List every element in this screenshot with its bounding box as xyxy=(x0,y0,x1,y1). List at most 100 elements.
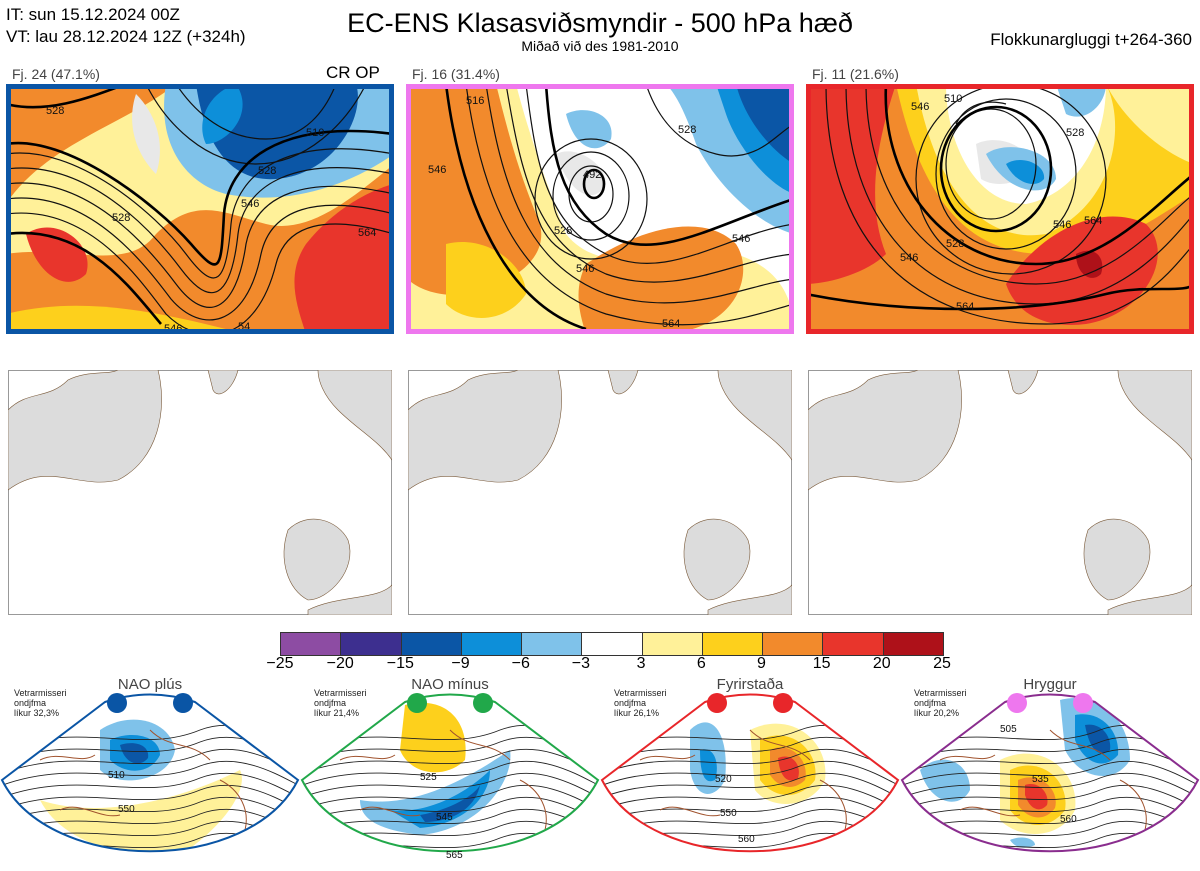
colorbar-tick-label: −9 xyxy=(451,655,470,672)
base-map-1 xyxy=(8,370,392,615)
colorbar-tick-label: 6 xyxy=(696,655,706,672)
colorbar-tick-label: 15 xyxy=(812,655,831,672)
height-contour xyxy=(902,773,1198,799)
cluster-3-contour-label: 528 xyxy=(1066,127,1084,139)
regime-contour-label: 520 xyxy=(715,774,732,785)
regime-note: Vetrarmisseri ondjfma líkur 32,3% xyxy=(14,688,67,718)
height-contour xyxy=(2,761,298,787)
anomaly-fill xyxy=(920,759,970,802)
height-contour xyxy=(302,773,598,799)
regime-border xyxy=(300,693,600,853)
colorbar-tick-label: −6 xyxy=(511,655,530,672)
cluster-2-border xyxy=(406,84,794,334)
regime-note-line: Vetrarmisseri xyxy=(914,688,967,698)
colorbar-swatch xyxy=(281,633,342,655)
anomaly-fill xyxy=(420,785,480,822)
regime-note: Vetrarmisseri ondjfma líkur 20,2% xyxy=(914,688,967,718)
regime-note-line: líkur 21,4% xyxy=(314,708,360,718)
height-contour xyxy=(2,773,298,799)
cluster-3-label: Fj. 11 (21.6%) xyxy=(812,66,899,82)
page-subtitle: Miðað við des 1981-2010 xyxy=(521,38,679,54)
coastline xyxy=(939,729,1147,831)
height-contour xyxy=(902,833,1198,852)
regime-note-line: líkur 32,3% xyxy=(14,708,60,718)
height-contour xyxy=(302,761,598,787)
colorbar-tick-label: 20 xyxy=(872,655,891,672)
base-map-2 xyxy=(408,370,792,615)
regime-dot-icon xyxy=(107,693,127,713)
cluster-1-border xyxy=(6,84,394,334)
regime-border xyxy=(600,693,900,853)
colorbar-swatch xyxy=(401,633,462,655)
regime-contour-label: 560 xyxy=(1060,814,1077,825)
regime-title: Fyrirstaða xyxy=(716,676,784,693)
cluster-3-contour-label: 546 xyxy=(900,252,918,264)
regime-note-line: Vetrarmisseri xyxy=(314,688,367,698)
cluster-1-contour-label: 564 xyxy=(358,227,376,239)
regime-border xyxy=(0,693,300,853)
anomaly-fill xyxy=(1085,724,1111,754)
colorbar-labels: −25 −20 −15 −9 −6 −3 3 6 9 15 20 25 xyxy=(265,655,957,675)
regime-note-line: líkur 26,1% xyxy=(614,708,660,718)
regime-note: Vetrarmisseri ondjfma líkur 26,1% xyxy=(614,688,667,718)
colorbar-tick-label: −3 xyxy=(571,655,591,672)
cluster-1-contour-label: 546 xyxy=(164,323,182,334)
regime-note-line: ondjfma xyxy=(314,698,347,708)
regime-note-line: ondjfma xyxy=(614,698,647,708)
colorbar xyxy=(280,632,944,656)
regime-border xyxy=(900,693,1200,853)
colorbar-swatch xyxy=(883,633,943,655)
height-contour xyxy=(602,797,898,823)
colorbar-swatch xyxy=(341,633,402,655)
colorbar-swatch xyxy=(702,633,764,655)
colorbar-swatch xyxy=(461,633,523,655)
regime-dot-icon xyxy=(473,693,493,713)
colorbar-tick-label: −15 xyxy=(386,655,414,672)
cluster-2-contour-label: 528 xyxy=(554,225,572,237)
cluster-2-contour-label: 546 xyxy=(732,233,750,245)
cluster-3-contour-label: 546 xyxy=(911,101,929,113)
colorbar-swatch xyxy=(522,633,583,655)
colorbar-tick-label: −20 xyxy=(326,655,354,672)
regime-contour-label: 545 xyxy=(436,812,453,823)
anomaly-fill xyxy=(700,749,717,782)
cluster-3-border xyxy=(806,84,1194,334)
regime-note-line: Vetrarmisseri xyxy=(14,688,67,698)
cluster-2-contour-label: 516 xyxy=(466,95,484,107)
coastline xyxy=(339,729,547,831)
regime-dot-icon xyxy=(773,693,793,713)
cluster-1-label: Fj. 24 (47.1%) xyxy=(12,66,100,82)
regime-note: Vetrarmisseri ondjfma líkur 21,4% xyxy=(314,688,367,718)
cluster-1-contour-label: 528 xyxy=(112,212,130,224)
cluster-2-contour-label: 528 xyxy=(678,124,696,136)
regime-contour-label: 510 xyxy=(108,770,125,781)
height-contour xyxy=(602,809,898,835)
colorbar-tick-label: 9 xyxy=(757,655,766,672)
regime-contour-label: 560 xyxy=(738,834,755,845)
regime-map: 505 535 560 xyxy=(900,693,1200,853)
anomaly-fill xyxy=(390,770,490,828)
colorbar-tick-label: 25 xyxy=(933,655,951,672)
regime-contour-label: 525 xyxy=(420,772,437,783)
height-contour xyxy=(602,761,898,787)
classification-window: Flokkunargluggi t+264-360 xyxy=(990,30,1192,49)
regime-title: Hryggur xyxy=(1023,676,1077,693)
cluster-3-contour-label: 564 xyxy=(1084,215,1102,227)
cluster-2-map: 516 492 528 546 528 546 564 546 xyxy=(406,84,794,334)
cluster-2-contour-label: 546 xyxy=(428,164,446,176)
colorbar-swatch xyxy=(582,633,643,655)
cluster-1-contour-label: 546 xyxy=(241,198,259,210)
height-contour xyxy=(602,749,898,775)
regime-dot-icon xyxy=(173,693,193,713)
height-contour xyxy=(2,785,298,811)
height-contour xyxy=(602,785,898,811)
regime-dot-icon xyxy=(707,693,727,713)
colorbar-tick-label: 3 xyxy=(636,655,646,672)
cluster-2-contour-label: 546 xyxy=(576,263,594,275)
cluster-1-tag: CR OP xyxy=(326,63,380,82)
cluster-1-contour-label: 510 xyxy=(306,127,324,139)
cluster-3-map: 546 510 528 528 546 546 564 564 xyxy=(806,84,1194,334)
height-contour xyxy=(902,785,1198,811)
coastline xyxy=(639,729,847,831)
valid-time: VT: lau 28.12.2024 12Z (+324h) xyxy=(6,27,246,46)
